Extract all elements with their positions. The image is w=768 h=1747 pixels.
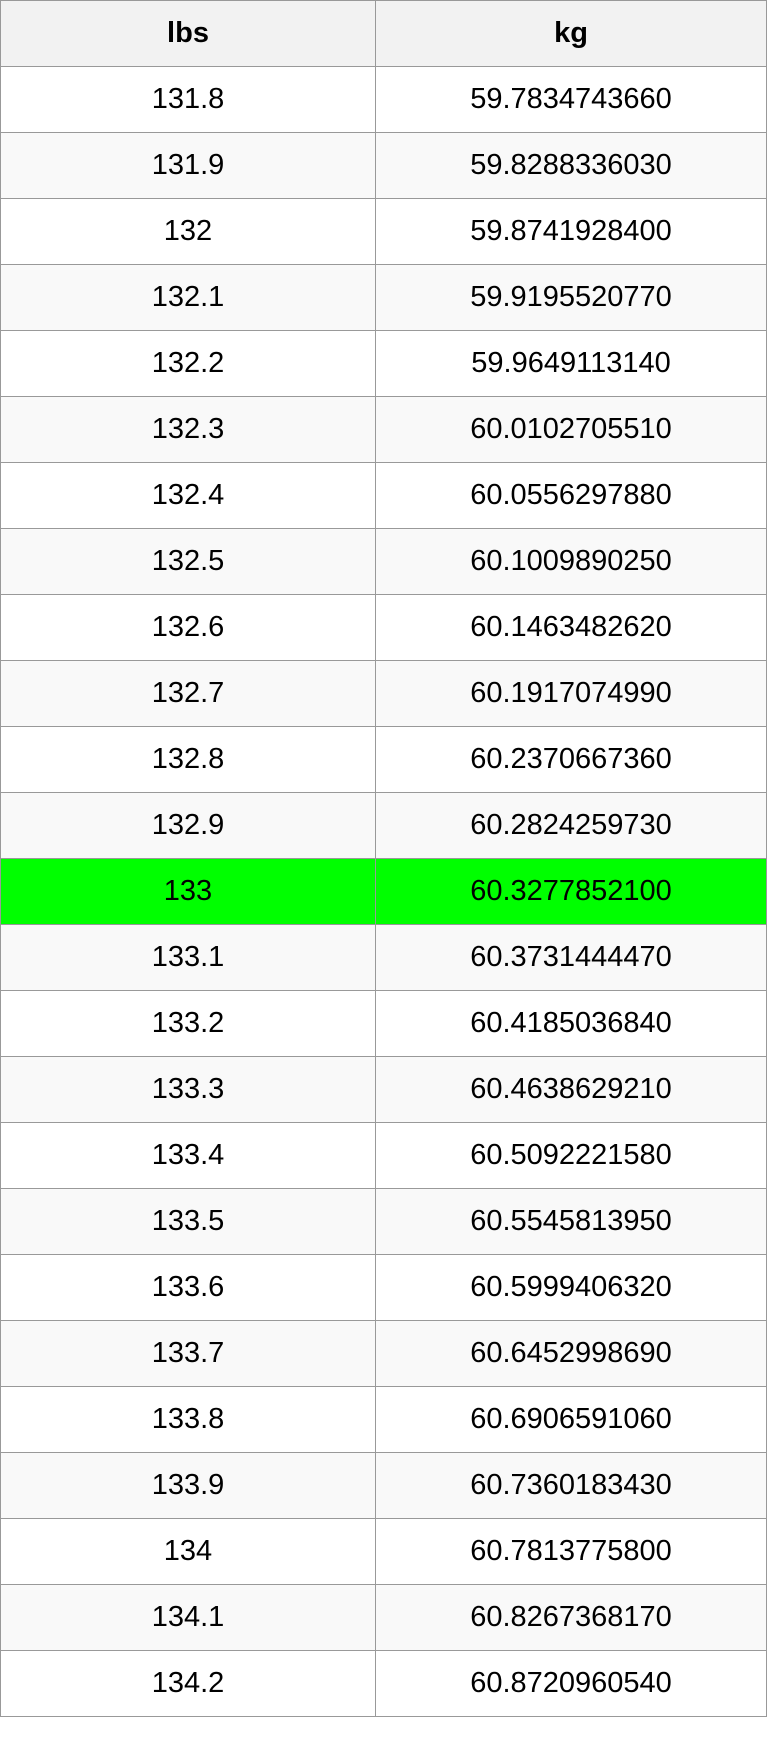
table-row: 133.7 60.6452998690 <box>0 1320 767 1387</box>
table-cell: 133.8 <box>0 1386 376 1453</box>
table-cell: 60.8720960540 <box>375 1650 767 1717</box>
table-cell: 60.5092221580 <box>375 1122 767 1189</box>
table-cell: 60.3277852100 <box>375 858 767 925</box>
table-cell: 60.8267368170 <box>375 1584 767 1651</box>
table-row: 132.4 60.0556297880 <box>0 462 767 529</box>
header-cell: lbs <box>0 0 376 67</box>
table-row: 133.2 60.4185036840 <box>0 990 767 1057</box>
table-cell: 133.1 <box>0 924 376 991</box>
table-cell: 132.9 <box>0 792 376 859</box>
table-cell: 132.8 <box>0 726 376 793</box>
table-row: 133.9 60.7360183430 <box>0 1452 767 1519</box>
table-row: 132.7 60.1917074990 <box>0 660 767 727</box>
table-cell: 60.2824259730 <box>375 792 767 859</box>
table-row: 134.2 60.8720960540 <box>0 1650 767 1717</box>
table-cell: 60.1463482620 <box>375 594 767 661</box>
table-cell: 60.4185036840 <box>375 990 767 1057</box>
table-cell: 60.0556297880 <box>375 462 767 529</box>
table-cell: 131.9 <box>0 132 376 199</box>
header-cell: kg <box>375 0 767 67</box>
table-cell: 133.4 <box>0 1122 376 1189</box>
table-cell: 133.9 <box>0 1452 376 1519</box>
table-cell: 132.7 <box>0 660 376 727</box>
table-row: 132 59.8741928400 <box>0 198 767 265</box>
table-cell: 132.3 <box>0 396 376 463</box>
table-cell: 59.7834743660 <box>375 66 767 133</box>
table-row: 133.3 60.4638629210 <box>0 1056 767 1123</box>
table-cell: 134 <box>0 1518 376 1585</box>
table-cell: 132.4 <box>0 462 376 529</box>
table-row: 133.6 60.5999406320 <box>0 1254 767 1321</box>
table-cell: 132.6 <box>0 594 376 661</box>
table-row: 133 60.3277852100 <box>0 858 767 925</box>
table-row: 134.1 60.8267368170 <box>0 1584 767 1651</box>
table-row: 132.9 60.2824259730 <box>0 792 767 859</box>
table-row: 133.5 60.5545813950 <box>0 1188 767 1255</box>
table-row: 133.4 60.5092221580 <box>0 1122 767 1189</box>
table-cell: 59.8288336030 <box>375 132 767 199</box>
table-cell: 60.6452998690 <box>375 1320 767 1387</box>
table-cell: 59.8741928400 <box>375 198 767 265</box>
table-cell: 60.0102705510 <box>375 396 767 463</box>
table-row: 132.8 60.2370667360 <box>0 726 767 793</box>
table-cell: 133.2 <box>0 990 376 1057</box>
table-row: 133.8 60.6906591060 <box>0 1386 767 1453</box>
table-cell: 60.4638629210 <box>375 1056 767 1123</box>
table-cell: 133.5 <box>0 1188 376 1255</box>
table-cell: 134.1 <box>0 1584 376 1651</box>
table-cell: 60.7813775800 <box>375 1518 767 1585</box>
header-row: lbs kg <box>0 0 767 67</box>
table-cell: 60.2370667360 <box>375 726 767 793</box>
table-row: 132.5 60.1009890250 <box>0 528 767 595</box>
table-row: 132.6 60.1463482620 <box>0 594 767 661</box>
table-cell: 133.6 <box>0 1254 376 1321</box>
table-row: 134 60.7813775800 <box>0 1518 767 1585</box>
table-row: 132.1 59.9195520770 <box>0 264 767 331</box>
table-cell: 60.3731444470 <box>375 924 767 991</box>
table-cell: 132.5 <box>0 528 376 595</box>
table-cell: 60.5545813950 <box>375 1188 767 1255</box>
table-cell: 60.1009890250 <box>375 528 767 595</box>
table-cell: 60.6906591060 <box>375 1386 767 1453</box>
table-cell: 132 <box>0 198 376 265</box>
table-cell: 60.1917074990 <box>375 660 767 727</box>
table-cell: 134.2 <box>0 1650 376 1717</box>
table-row: 132.2 59.9649113140 <box>0 330 767 397</box>
table-cell: 60.7360183430 <box>375 1452 767 1519</box>
table-cell: 133.7 <box>0 1320 376 1387</box>
table-cell: 132.2 <box>0 330 376 397</box>
table-row: 132.3 60.0102705510 <box>0 396 767 463</box>
table-cell: 133 <box>0 858 376 925</box>
table-row: 131.9 59.8288336030 <box>0 132 767 199</box>
table-row: 133.1 60.3731444470 <box>0 924 767 991</box>
table-cell: 133.3 <box>0 1056 376 1123</box>
table-cell: 131.8 <box>0 66 376 133</box>
table-cell: 60.5999406320 <box>375 1254 767 1321</box>
table-cell: 132.1 <box>0 264 376 331</box>
table-cell: 59.9649113140 <box>375 330 767 397</box>
table-cell: 59.9195520770 <box>375 264 767 331</box>
table-row: 131.8 59.7834743660 <box>0 66 767 133</box>
